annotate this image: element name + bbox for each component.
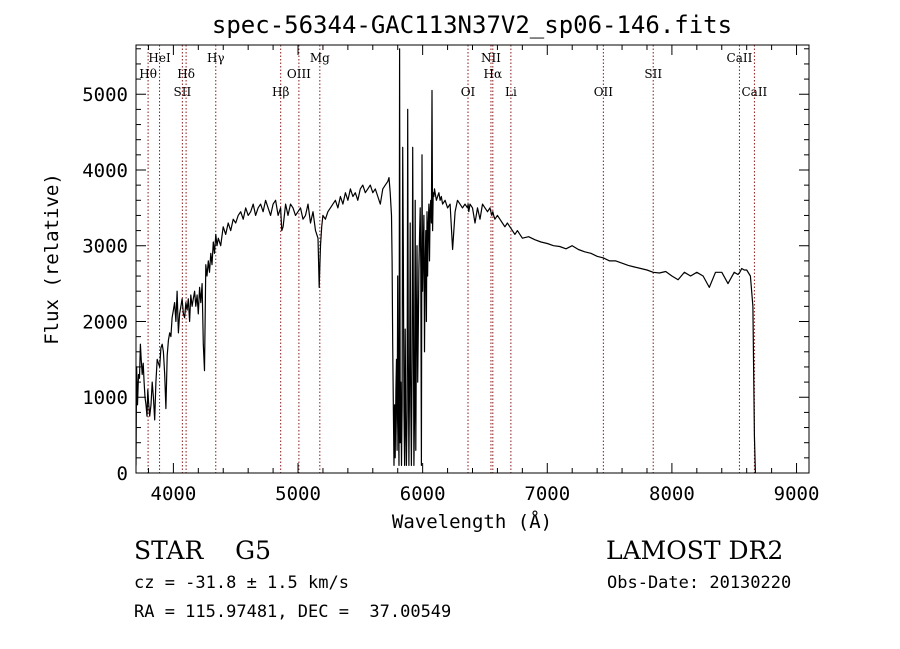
line-label-0: Hθ — [139, 67, 157, 81]
y-axis-label: Flux (relative) — [41, 173, 63, 345]
redshift-cz: cz = -31.8 ± 1.5 km/s — [134, 573, 349, 593]
y-tick-label-4: 4000 — [82, 160, 128, 182]
line-label-4: Hγ — [207, 51, 225, 65]
line-label-2: SII — [174, 85, 192, 99]
x-tick-label-3: 7000 — [524, 483, 570, 505]
y-axis: 0 1000 2000 3000 4000 5000 — [82, 48, 809, 485]
chart-title: spec-56344-GAC113N37V2_sp06-146.fits — [212, 11, 732, 39]
line-label-6: OIII — [287, 67, 311, 81]
y-tick-label-5: 5000 — [82, 84, 128, 106]
observation-date: Obs-Date: 20130220 — [607, 573, 792, 593]
y-tick-label-2: 2000 — [82, 311, 128, 333]
ra-dec: RA = 115.97481, DEC = 37.00549 — [134, 602, 452, 622]
line-label-8: OI — [461, 85, 476, 99]
spectrum-line — [136, 48, 756, 473]
x-tick-label-5: 9000 — [774, 483, 820, 505]
x-tick-label-0: 4000 — [151, 483, 197, 505]
x-axis-label: Wavelength (Å) — [392, 510, 552, 533]
line-label-9: NII — [481, 51, 501, 65]
y-tick-label-0: 0 — [117, 463, 128, 485]
x-tick-label-2: 6000 — [400, 483, 446, 505]
line-label-1: HeI — [148, 51, 171, 65]
x-tick-label-4: 8000 — [649, 483, 695, 505]
line-label-5: Hβ — [272, 85, 289, 99]
emission-line-markers — [147, 45, 755, 473]
line-label-15: CaII — [741, 85, 767, 99]
line-label-3: Hδ — [177, 67, 195, 81]
object-class: STAR G5 — [134, 536, 271, 565]
line-label-11: Li — [505, 85, 517, 99]
line-label-10: Hα — [484, 67, 503, 81]
y-tick-label-1: 1000 — [82, 387, 128, 409]
line-label-12: OII — [594, 85, 614, 99]
line-label-14: CaII — [727, 51, 753, 65]
y-tick-label-3: 3000 — [82, 236, 128, 258]
x-tick-label-1: 5000 — [275, 483, 321, 505]
x-axis: 4000 5000 6000 7000 8000 9000 — [147, 45, 820, 505]
line-label-7: Mg — [310, 51, 330, 65]
line-label-13: SII — [644, 67, 662, 81]
plot-frame — [135, 44, 810, 474]
survey-name: LAMOST DR2 — [606, 536, 784, 565]
